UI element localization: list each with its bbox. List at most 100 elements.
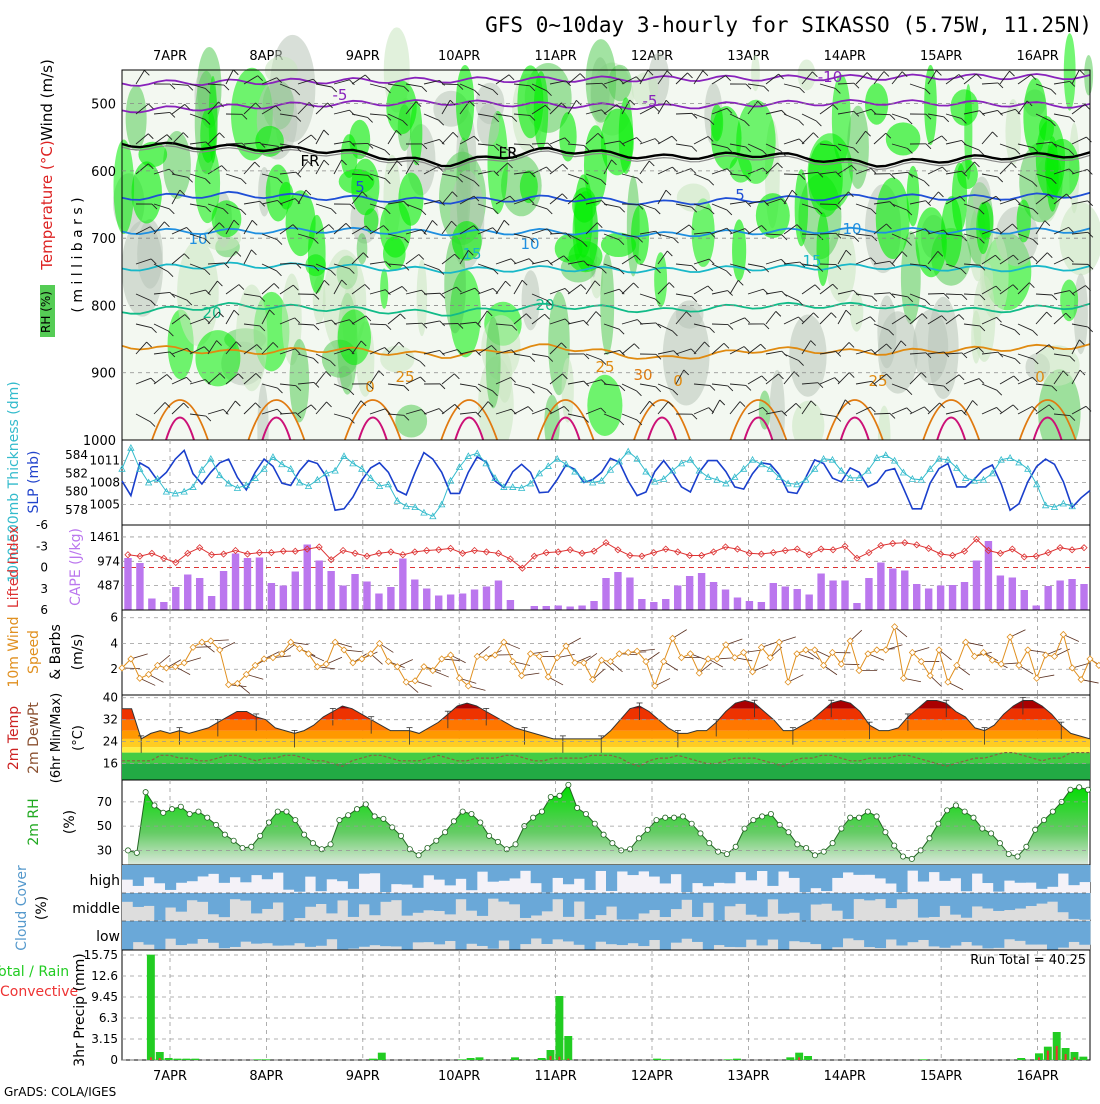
cloud-cover-bar <box>122 865 133 880</box>
cloud-cover-bar <box>294 921 305 943</box>
cloud-cover-bar <box>649 921 660 940</box>
cloud-cover-bar <box>230 865 241 877</box>
value-tick: 15.75 <box>84 948 118 962</box>
rh-marker <box>733 844 738 849</box>
cloud-cover-bar <box>907 893 918 899</box>
cloud-cover-bar <box>423 921 434 942</box>
value-tick: 1011 <box>89 454 120 468</box>
cape-bar <box>997 576 1004 611</box>
cloud-cover-bar <box>950 865 961 878</box>
date-label-top: 10APR <box>438 49 480 64</box>
rh-marker <box>856 815 861 820</box>
rh-marker <box>1033 827 1038 832</box>
cloud-cover-bar <box>929 865 940 872</box>
value-tick: 24 <box>103 735 118 749</box>
cloud-cover-bar <box>380 893 391 902</box>
cloud-cover-bar <box>434 893 445 911</box>
rh-marker <box>636 836 641 841</box>
rh-marker <box>143 790 148 795</box>
cloud-cover-bar <box>853 865 864 875</box>
rh-marker <box>680 814 685 819</box>
cape-bar <box>973 561 980 611</box>
cloud-cover-bar <box>208 865 219 874</box>
precip-total-bar <box>369 1059 377 1060</box>
precip-total-bar <box>253 1059 261 1060</box>
rh-marker <box>654 817 659 822</box>
cape-bar <box>566 607 573 611</box>
cloud-cover-bar <box>359 921 370 947</box>
cloud-cover-bar <box>714 921 725 945</box>
li-tick: -6 <box>36 518 48 532</box>
cloud-cover-bar <box>240 893 251 901</box>
cloud-cover-bar <box>488 865 499 882</box>
cloud-cover-bar <box>466 893 477 911</box>
cloud-cover-bar <box>724 865 735 883</box>
rh-marker <box>663 815 668 820</box>
cloud-cover-bar <box>789 921 800 941</box>
cloud-cover-bar <box>821 893 832 904</box>
cloud-cover-bar <box>359 893 370 904</box>
cloud-cover-bar <box>982 893 993 908</box>
cape-bar <box>913 584 920 610</box>
date-label-bottom: 15APR <box>920 1069 962 1084</box>
rh-marker <box>583 811 588 816</box>
cloud-cover-bar <box>391 865 402 884</box>
cloud-layer-label: low <box>96 929 120 945</box>
cloud-cover-bar <box>509 921 520 950</box>
cloud-cover-bar <box>853 921 864 940</box>
cloud-cover-bar <box>176 921 187 945</box>
cloud-cover-bar <box>1068 893 1079 919</box>
cloud-cover-bar <box>724 921 735 947</box>
rh-shade <box>236 284 268 391</box>
cloud-cover-bar <box>660 921 671 950</box>
cloud-cover-bar <box>939 865 950 881</box>
rh-shade-bright <box>817 212 830 286</box>
rh-shade <box>477 104 499 147</box>
rh-marker <box>777 822 782 827</box>
cloud-cover-bar <box>488 893 499 899</box>
rh-shade-bright <box>950 89 978 125</box>
cloud-cover-bar <box>466 865 477 890</box>
cape-bar <box>124 558 131 610</box>
cape-bar <box>961 582 968 610</box>
cloud-cover-bar <box>800 921 811 942</box>
cape-bar <box>1033 606 1040 611</box>
date-label-bottom: 8APR <box>249 1069 283 1084</box>
cape-bar <box>1056 581 1063 611</box>
ylabel-precip: 3hr Precip (mm) <box>72 953 88 1066</box>
rh-marker <box>363 802 368 807</box>
cape-bar <box>268 583 275 610</box>
cloud-cover-bar <box>369 921 380 945</box>
rh-marker <box>275 809 280 814</box>
rh-marker <box>830 841 835 846</box>
rh-marker <box>707 841 712 846</box>
cloud-cover-bar <box>972 893 983 906</box>
rh-marker <box>592 821 597 826</box>
cloud-cover-bar <box>843 865 854 872</box>
cloud-cover-bar <box>832 865 843 878</box>
cape-bar <box>196 578 203 610</box>
rh-shade <box>163 131 191 199</box>
rh-marker <box>266 820 271 825</box>
cloud-cover-bar <box>348 893 359 917</box>
rh-marker <box>539 809 544 814</box>
cloud-cover-bar <box>864 921 875 947</box>
precip-total-bar <box>1017 1058 1025 1060</box>
cape-bar <box>949 585 956 610</box>
cloud-cover-bar <box>1004 865 1015 881</box>
cloud-cover-bar <box>660 865 671 883</box>
cloud-cover-bar <box>219 921 230 948</box>
date-label-top: 7APR <box>153 49 187 64</box>
rh-marker <box>566 782 571 787</box>
rh-shade <box>663 305 710 405</box>
cloud-cover-bar <box>617 865 628 871</box>
rh-marker <box>645 827 650 832</box>
cloud-cover-bar <box>584 921 595 950</box>
cape-bar <box>865 578 872 610</box>
cloud-cover-bar <box>348 921 359 949</box>
rh-marker <box>848 815 853 820</box>
value-tick: 70 <box>97 795 112 809</box>
li-tick: -3 <box>36 539 48 553</box>
rh-shade <box>289 339 309 422</box>
